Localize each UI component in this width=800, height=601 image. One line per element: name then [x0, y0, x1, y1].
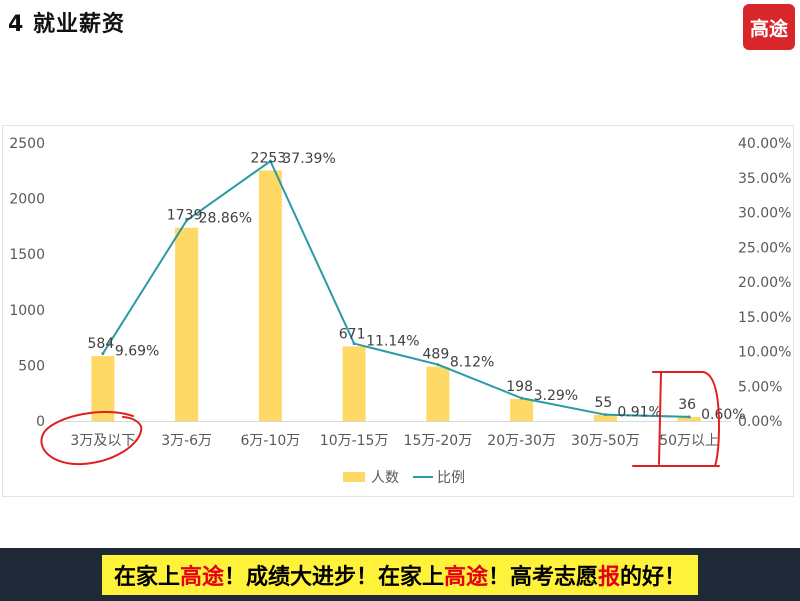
banner-text: 的好！	[620, 564, 687, 590]
y-right-tick-label: 30.00%	[738, 206, 791, 222]
bar-data-label: 36	[678, 397, 696, 413]
line-point	[687, 415, 691, 419]
line-data-label: 9.69%	[115, 344, 159, 360]
y-left-tick-label: 1000	[9, 303, 45, 319]
bar-data-label: 671	[339, 326, 366, 342]
bar	[426, 366, 450, 421]
y-right-tick-label: 5.00%	[738, 379, 782, 395]
y-right-tick-label: 15.00%	[738, 310, 791, 326]
page-title: 4 就业薪资	[8, 12, 125, 37]
x-tick-label: 30万-50万	[571, 433, 640, 449]
red-circle-annotation	[40, 410, 143, 466]
legend-swatch-bars	[343, 472, 365, 482]
y-right-tick-label: 10.00%	[738, 345, 791, 361]
banner-text: ！成绩大进步！在家上	[223, 564, 444, 590]
x-tick-label: 3万及以下	[70, 433, 135, 449]
line-data-label: 8.12%	[450, 355, 494, 371]
y-right-tick-label: 25.00%	[738, 240, 791, 256]
x-tick-label: 20万-30万	[487, 433, 556, 449]
bar-data-label: 55	[594, 395, 612, 411]
legend-label: 人数	[371, 470, 399, 486]
bar	[91, 356, 115, 421]
line-point	[185, 218, 189, 222]
x-tick-label: 15万-20万	[404, 433, 473, 449]
line-data-label: 28.86%	[199, 210, 252, 226]
line-point	[268, 159, 272, 163]
banner-text: ！高考志愿	[488, 564, 599, 590]
x-tick-label: 10万-15万	[320, 433, 389, 449]
y-left-tick-label: 1500	[9, 247, 45, 263]
salary-chart: 0 500 1000 1500 2000 2500 0.00% 5.00% 10.00% 15.0…	[9, 136, 791, 486]
bar-data-label: 584	[88, 336, 115, 352]
bar-data-label: 2253	[251, 150, 287, 166]
banner-highlight: 高途	[179, 564, 224, 590]
y-right-tick-label: 0.00%	[738, 414, 782, 430]
line-series-ratio	[102, 159, 690, 418]
y-right-tick-label: 35.00%	[738, 171, 791, 187]
line-point	[101, 352, 105, 356]
bar	[342, 346, 366, 421]
y-left-tick-label: 2000	[9, 192, 45, 208]
line-point	[352, 342, 356, 346]
line-point	[520, 396, 524, 400]
banner-text: 在家上	[113, 564, 180, 590]
line-point	[436, 363, 440, 367]
bar-data-label: 489	[423, 347, 450, 363]
banner-highlight: 高途	[443, 564, 488, 590]
x-tick-label: 50万以上	[659, 433, 719, 449]
red-bracket-annotation	[632, 371, 721, 467]
y-left-tick-label: 2500	[9, 136, 45, 152]
bar	[258, 170, 282, 421]
bar-data-label: 198	[506, 379, 533, 395]
x-tick-label: 6万-10万	[240, 433, 300, 449]
line-point	[603, 413, 607, 417]
line-data-label: 37.39%	[282, 151, 335, 167]
x-tick-label: 3万-6万	[161, 433, 212, 449]
line-data-label: 0.91%	[617, 405, 661, 421]
bar-data-label: 1739	[167, 208, 203, 224]
y-left-tick-label: 500	[18, 358, 45, 374]
y-left-tick-label: 0	[36, 414, 45, 430]
promo-banner: 在家上高途！成绩大进步！在家上高途！高考志愿报的好！	[0, 548, 800, 601]
bar	[510, 398, 534, 421]
legend-label: 比例	[437, 470, 465, 486]
y-right-tick-label: 40.00%	[738, 136, 791, 152]
line-data-label: 11.14%	[366, 334, 419, 350]
bar	[593, 414, 617, 421]
promo-text: 在家上高途！成绩大进步！在家上高途！高考志愿报的好！	[101, 554, 699, 595]
chart-frame: 0 500 1000 1500 2000 2500 0.00% 5.00% 10.00% 15.0…	[2, 125, 794, 497]
line-data-label: 0.60%	[701, 407, 745, 423]
banner-highlight: 报	[598, 564, 621, 590]
bar	[677, 416, 701, 421]
y-right-tick-label: 20.00%	[738, 275, 791, 291]
gaotu-logo: 高途	[743, 4, 795, 50]
line-data-label: 3.29%	[534, 388, 578, 404]
bar	[175, 227, 199, 421]
